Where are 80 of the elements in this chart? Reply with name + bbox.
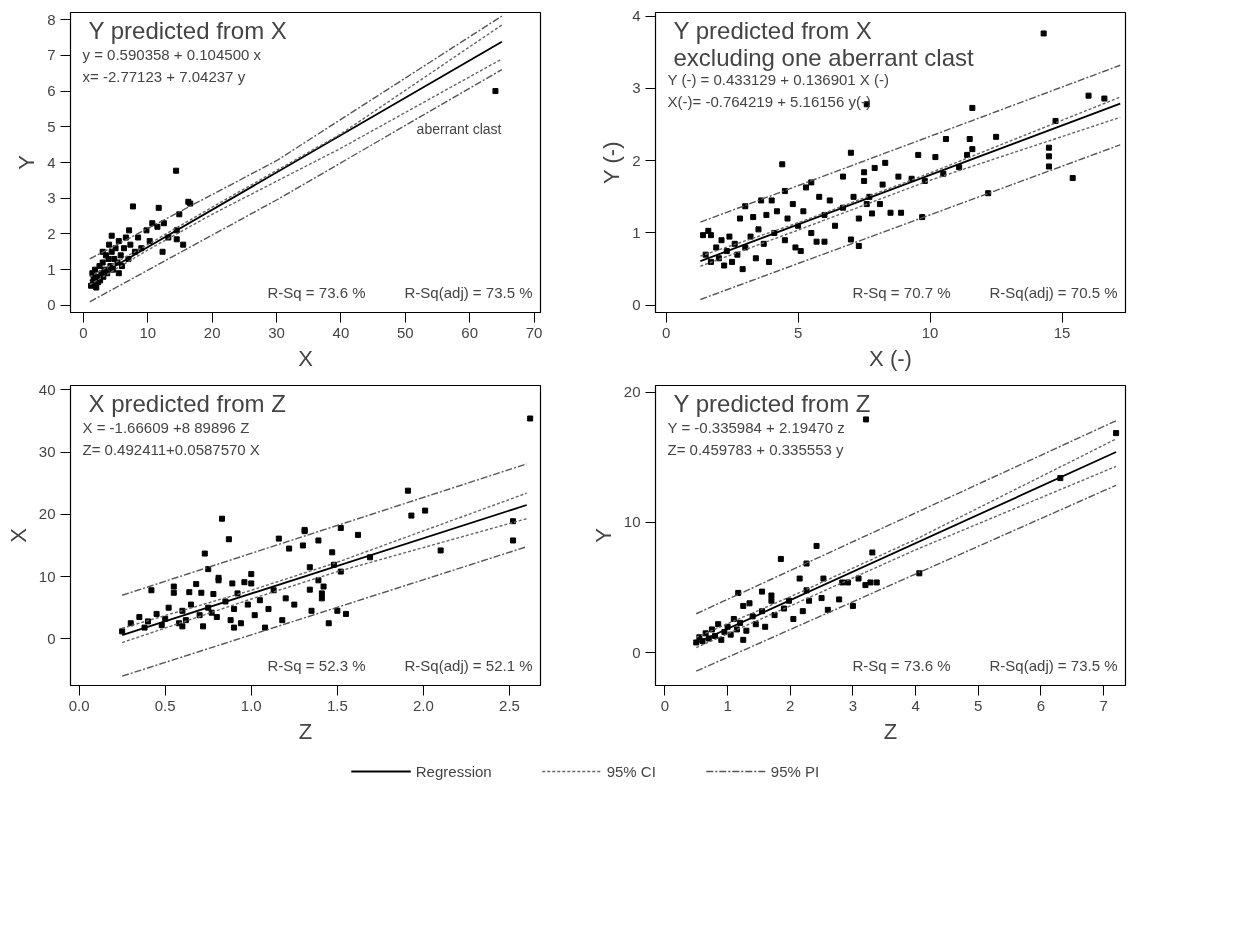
annotation: X = -1.66609 +8 89896 Z (82, 418, 250, 436)
y-axis-title: Y (590, 527, 616, 543)
y-tick-label: 4 (47, 153, 56, 171)
legend-label: 95% PI (770, 762, 820, 780)
y-tick-label: 4 (632, 7, 641, 25)
x-tick-label: 1.0 (240, 696, 262, 714)
y-tick-label: 1 (47, 260, 56, 278)
y-tick-label: 2 (632, 151, 641, 169)
x-tick-label: 0 (79, 323, 88, 341)
x-tick-label: 1 (723, 696, 732, 714)
annotation: R-Sq = 73.6 % (267, 283, 366, 301)
x-axis-title: X (-) (869, 345, 912, 371)
y-axis-title: Y (14, 154, 40, 170)
x-tick-label: 10 (921, 323, 939, 341)
x-tick-label: 15 (1053, 323, 1071, 341)
x-tick-label: 20 (203, 323, 221, 341)
annotation: R-Sq(adj) = 52.1 % (404, 656, 533, 674)
x-tick-label: 6 (1036, 696, 1046, 714)
y-axis-title: X (5, 527, 31, 543)
chart-title: Y predicted from X (88, 16, 287, 44)
annotation: Y (-) = 0.433129 + 0.136901 X (-) (667, 70, 890, 88)
annotation: X(-)= -0.764219 + 5.16156 y(-) (667, 92, 871, 110)
annotation: Z= 0.492411+0.0587570 X (82, 440, 260, 458)
x-tick-label: 2.5 (499, 696, 520, 714)
x-tick-label: 2 (786, 696, 795, 714)
x-tick-label: 0.5 (154, 696, 176, 714)
x-tick-label: 50 (396, 323, 414, 341)
x-tick-label: 5 (974, 696, 983, 714)
x-tick-label: 0.0 (68, 696, 90, 714)
annotation: R-Sq = 52.3 % (267, 656, 366, 674)
y-tick-label: 10 (38, 567, 56, 585)
annotation: Z= 0.459783 + 0.335553 y (667, 440, 844, 458)
annotation: R-Sq(adj) = 70.5 % (989, 283, 1118, 301)
annotation: y = 0.590358 + 0.104500 x (82, 45, 262, 63)
y-axis-title: Y (-) (599, 141, 625, 184)
x-tick-label: 4 (911, 696, 920, 714)
x-tick-label: 7 (1099, 696, 1108, 714)
x-tick-label: 0 (660, 696, 670, 714)
y-tick-label: 2 (47, 224, 56, 242)
x-axis-title: X (298, 345, 314, 371)
chart-title: X predicted from Z (88, 389, 286, 417)
annotation: R-Sq(adj) = 73.5 % (989, 656, 1118, 674)
y-tick-label: 5 (47, 117, 56, 135)
annotation: x= -2.77123 + 7.04237 y (82, 67, 246, 85)
y-tick-label: 1 (632, 223, 641, 241)
x-tick-label: 40 (332, 323, 350, 341)
y-tick-label: 3 (47, 189, 56, 207)
y-tick-label: 8 (47, 10, 56, 28)
annotation: R-Sq = 70.7 % (852, 283, 951, 301)
x-axis-title: Z (883, 718, 898, 744)
y-tick-label: 30 (38, 443, 56, 461)
x-axis-title: Z (298, 718, 313, 744)
x-tick-label: 70 (525, 323, 543, 341)
y-tick-label: 6 (47, 82, 56, 100)
y-tick-label: 0 (632, 296, 641, 314)
y-tick-label: 7 (47, 46, 56, 64)
x-tick-label: 2.0 (413, 696, 434, 714)
y-tick-label: 10 (623, 513, 641, 531)
x-tick-label: 0 (661, 323, 671, 341)
x-tick-label: 3 (848, 696, 858, 714)
y-tick-label: 0 (47, 296, 56, 314)
x-tick-label: 60 (461, 323, 479, 341)
legend-label: 95% CI (606, 762, 656, 780)
y-tick-label: 20 (623, 383, 641, 401)
chart-title: Y predicted from Z (673, 389, 871, 417)
x-tick-label: 30 (268, 323, 285, 341)
x-tick-label: 1.5 (326, 696, 348, 714)
y-tick-label: 40 (38, 380, 56, 398)
text: Y predicted from X excluding one aberrant clast (673, 16, 975, 71)
y-tick-label: 3 (632, 79, 641, 97)
y-tick-label: 0 (47, 629, 56, 647)
y-tick-label: 20 (38, 505, 56, 523)
y-tick-label: 0 (632, 643, 641, 661)
x-tick-label: 10 (139, 323, 157, 341)
x-tick-label: 5 (793, 323, 803, 341)
annotation: R-Sq = 73.6 % (852, 656, 951, 674)
annotation: R-Sq(adj) = 73.5 % (404, 283, 533, 301)
legend-label: Regression (415, 762, 492, 780)
annotation: Y = -0.335984 + 2.19470 z (667, 418, 845, 436)
annotation: aberrant clast (416, 121, 502, 138)
